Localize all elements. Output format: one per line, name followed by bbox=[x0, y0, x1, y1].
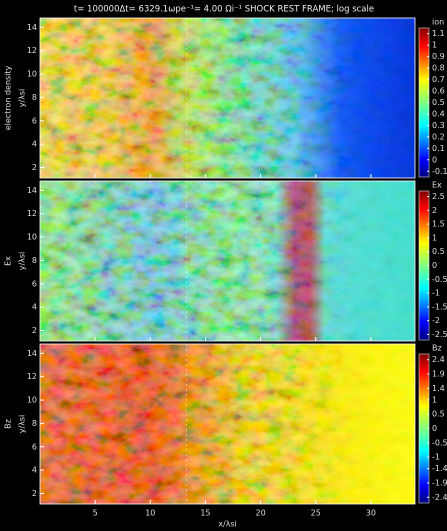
colorbar-tick-label: 1.1 bbox=[432, 29, 445, 38]
colorbar-tick-label: -1 bbox=[432, 453, 440, 462]
y-tick-label: 10 bbox=[27, 70, 37, 79]
figure-title: t= 100000Δt= 6329.1ωpe⁻¹= 4.00 Ωi⁻¹ SHOC… bbox=[74, 5, 374, 15]
x-tick-label: 20 bbox=[255, 509, 265, 518]
colorbar-tick-label: 0 bbox=[432, 155, 437, 164]
colorbar-tick-label: 0.5 bbox=[432, 410, 445, 419]
y-tick-label: 2 bbox=[32, 489, 37, 498]
colorbar-tick-label: 2 bbox=[432, 206, 437, 215]
colorbar-tick-label: -1.9 bbox=[432, 478, 447, 487]
colorbar-tick-label: 1.4 bbox=[432, 384, 445, 393]
y-tick-label: 4 bbox=[32, 140, 37, 149]
panel-label: electron density bbox=[4, 65, 13, 130]
x-tick-label: 25 bbox=[311, 509, 321, 518]
x-tick-label: 5 bbox=[93, 509, 98, 518]
y-axis-label: y/λsi bbox=[18, 252, 27, 271]
y-tick-label: 2 bbox=[32, 326, 37, 335]
colorbar-tick-label: 0.4 bbox=[432, 109, 445, 118]
colorbar-tick-label: 1 bbox=[432, 233, 437, 242]
y-tick-label: 12 bbox=[27, 209, 37, 218]
colorbar-tick-label: 2.5 bbox=[432, 192, 445, 201]
colorbar-tick-label: 2.4 bbox=[432, 355, 445, 364]
colorbar-tick-label: 1.9 bbox=[432, 370, 445, 379]
y-tick-label: 12 bbox=[27, 372, 37, 381]
y-tick-label: 4 bbox=[32, 466, 37, 475]
y-tick-label: 10 bbox=[27, 233, 37, 242]
colorbar-label: ion bbox=[432, 18, 444, 27]
y-tick-label: 6 bbox=[32, 116, 37, 125]
colorbar-label: Bz bbox=[432, 344, 442, 353]
panel-label: Ex bbox=[4, 256, 13, 266]
colorbar-tick-label: 0.1 bbox=[432, 144, 445, 153]
y-axis-label: y/λsi bbox=[18, 89, 27, 108]
y-tick-label: 8 bbox=[32, 93, 37, 102]
colorbar-tick-label: -0.5 bbox=[432, 275, 447, 284]
colorbar-tick-label: -0.5 bbox=[432, 438, 447, 447]
colorbar-tick-label: -1 bbox=[432, 289, 440, 298]
colorbar-tick-label: 0.5 bbox=[432, 98, 445, 107]
colorbar-tick-label: 0.3 bbox=[432, 121, 445, 130]
colorbar-tick-label: 1 bbox=[432, 41, 437, 50]
heatmap-texture bbox=[40, 18, 415, 178]
panel-label: Bz bbox=[4, 419, 13, 429]
colorbar-tick-label: -0.1 bbox=[432, 167, 447, 176]
x-tick-label: 15 bbox=[200, 509, 210, 518]
y-axis-label: y/λsi bbox=[18, 415, 27, 434]
colorbar-tick-label: -2.4 bbox=[432, 493, 447, 502]
y-tick-label: 4 bbox=[32, 303, 37, 312]
heatmap-texture bbox=[40, 344, 415, 504]
colorbar-tick-label: 0.5 bbox=[432, 247, 445, 256]
y-tick-label: 10 bbox=[27, 396, 37, 405]
y-tick-label: 12 bbox=[27, 46, 37, 55]
y-tick-label: 8 bbox=[32, 419, 37, 428]
colorbar-tick-label: 0.8 bbox=[432, 64, 445, 73]
plot-frame bbox=[39, 180, 416, 342]
y-tick-label: 6 bbox=[32, 442, 37, 451]
colorbar-tick-label: 1 bbox=[432, 395, 437, 404]
y-tick-label: 6 bbox=[32, 279, 37, 288]
y-tick-label: 14 bbox=[27, 186, 37, 195]
heatmap-texture bbox=[40, 181, 415, 341]
colorbar-tick-label: 0.6 bbox=[432, 87, 445, 96]
colorbar-tick-label: -2 bbox=[432, 316, 440, 325]
colorbar-tick-label: 0 bbox=[432, 424, 437, 433]
colorbar-tick-label: -1.5 bbox=[432, 302, 447, 311]
plot-frame bbox=[39, 17, 416, 179]
x-tick-label: 30 bbox=[366, 509, 376, 518]
y-tick-label: 14 bbox=[27, 349, 37, 358]
colorbar-tick-label: -2.5 bbox=[432, 330, 447, 339]
colorbar-tick-label: -1.4 bbox=[432, 464, 447, 473]
colorbar-tick-label: 0.9 bbox=[432, 52, 445, 61]
colorbar-label: Ex bbox=[432, 181, 442, 190]
x-tick-label: 10 bbox=[145, 509, 155, 518]
y-tick-label: 14 bbox=[27, 23, 37, 32]
y-tick-label: 2 bbox=[32, 163, 37, 172]
colorbar-tick-label: 0 bbox=[432, 261, 437, 270]
plot-frame bbox=[39, 343, 416, 505]
colorbar-tick-label: 0.2 bbox=[432, 132, 445, 141]
colorbar-tick-label: 1.5 bbox=[432, 220, 445, 229]
colorbar-tick-label: 0.7 bbox=[432, 75, 445, 84]
y-tick-label: 8 bbox=[32, 256, 37, 265]
x-axis-label: x/λsi bbox=[218, 520, 237, 529]
